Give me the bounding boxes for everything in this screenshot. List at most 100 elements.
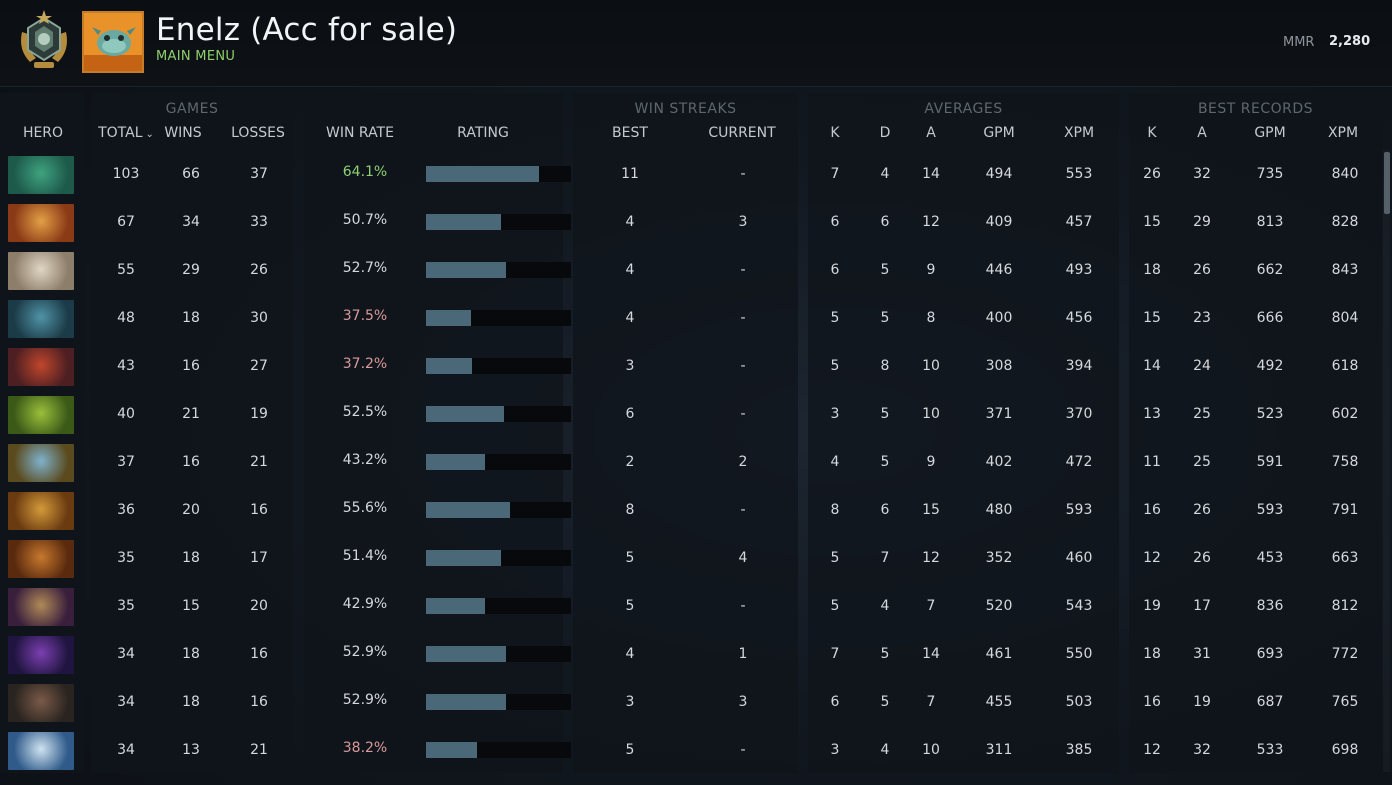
mmr-value: 2,280	[1329, 34, 1371, 49]
hero-portrait-icon-8[interactable]	[8, 492, 74, 530]
rating-bar-fill	[426, 406, 504, 422]
cell-best-streak: 11	[621, 166, 639, 182]
main-menu-link[interactable]: MAIN MENU	[156, 49, 236, 64]
table-row[interactable]: 103 66 37 64.1% 11 - 7 4 14 494 553 26 32 735 840	[0, 150, 1392, 198]
cell-avg-xpm: 593	[1065, 502, 1093, 518]
cell-avg-xpm: 456	[1065, 310, 1093, 326]
cell-best-xpm: 758	[1331, 454, 1359, 470]
hero-portrait-icon-3[interactable]	[8, 252, 74, 290]
player-avatar[interactable]	[82, 11, 144, 73]
cell-avg-xpm: 550	[1065, 646, 1093, 662]
hero-portrait-icon-12[interactable]	[8, 684, 74, 722]
rating-bar-fill	[426, 646, 506, 662]
mmr-label: MMR	[1283, 35, 1315, 50]
cell-best-gpm: 687	[1256, 694, 1284, 710]
table-row[interactable]: 43 16 27 37.2% 3 - 5 8 10 308 394 14 24 492 618	[0, 342, 1392, 390]
table-row[interactable]: 55 29 26 52.7% 4 - 6 5 9 446 493 18 26 662 843	[0, 246, 1392, 294]
cell-avg-xpm: 394	[1065, 358, 1093, 374]
cell-win-rate: 43.2%	[342, 452, 388, 468]
cell-best-kills: 15	[1143, 310, 1161, 326]
hero-portrait-icon-11[interactable]	[8, 636, 74, 674]
col-header-wins[interactable]: WINS	[164, 125, 202, 141]
rating-bar-track	[426, 166, 571, 182]
col-header-best-gpm[interactable]: GPM	[1254, 125, 1286, 141]
cell-win-rate: 37.5%	[342, 308, 388, 324]
cell-wins: 20	[182, 502, 200, 518]
cell-win-rate: 52.9%	[342, 644, 388, 660]
table-row[interactable]: 34 18 16 52.9% 4 1 7 5 14 461 550 18 31 693 772	[0, 630, 1392, 678]
cell-wins: 15	[182, 598, 200, 614]
cell-total: 34	[117, 742, 135, 758]
hero-portrait-icon-5[interactable]	[8, 348, 74, 386]
scrollbar-track[interactable]	[1383, 150, 1390, 772]
cell-best-gpm: 492	[1256, 358, 1284, 374]
hero-portrait-icon-7[interactable]	[8, 444, 74, 482]
col-header-avg-xpm[interactable]: XPM	[1063, 125, 1095, 141]
col-header-best-xpm[interactable]: XPM	[1327, 125, 1359, 141]
cell-best-xpm: 804	[1331, 310, 1359, 326]
cell-wins: 18	[182, 550, 200, 566]
cell-avg-kills: 7	[830, 646, 840, 662]
col-header-avg-kills[interactable]: K	[830, 125, 840, 141]
cell-best-xpm: 791	[1331, 502, 1359, 518]
cell-avg-gpm: 371	[985, 406, 1013, 422]
cell-avg-kills: 3	[830, 406, 840, 422]
rating-bar-track	[426, 358, 571, 374]
cell-best-gpm: 591	[1256, 454, 1284, 470]
col-header-avg-assists[interactable]: A	[926, 125, 936, 141]
cell-avg-gpm: 446	[985, 262, 1013, 278]
cell-best-streak: 3	[625, 358, 635, 374]
table-row[interactable]: 34 13 21 38.2% 5-3 4 10 311 385 12 32 533 698	[0, 726, 1392, 774]
cell-total: 34	[117, 694, 135, 710]
cell-avg-xpm: 543	[1065, 598, 1093, 614]
hero-portrait-icon-10[interactable]	[8, 588, 74, 626]
cell-wins: 16	[182, 358, 200, 374]
cell-losses: 37	[250, 166, 268, 182]
cell-avg-xpm: 472	[1065, 454, 1093, 470]
col-header-best-kills[interactable]: K	[1147, 125, 1157, 141]
rating-bar-track	[426, 310, 571, 326]
cell-losses: 21	[250, 742, 268, 758]
hero-portrait-icon-1[interactable]	[8, 156, 74, 194]
table-row[interactable]: 35 15 20 42.9% 5 - 5 4 7 520 543 19 17 836 812	[0, 582, 1392, 630]
cell-avg-gpm: 455	[985, 694, 1013, 710]
cell-best-assists: 17	[1193, 598, 1211, 614]
hero-portrait-icon-9[interactable]	[8, 540, 74, 578]
win-streaks-panel	[573, 93, 798, 773]
col-header-best-assists[interactable]: A	[1197, 125, 1207, 141]
col-header-best-streak[interactable]: BEST	[612, 125, 648, 141]
col-header-total[interactable]: TOTAL ⌄	[92, 125, 160, 141]
rating-bar-track	[426, 646, 571, 662]
cell-current-streak: -	[740, 598, 746, 614]
cell-avg-deaths: 5	[880, 406, 890, 422]
hero-portrait-icon-4[interactable]	[8, 300, 74, 338]
table-row[interactable]: 34 18 16 52.9% 3 3 6 5 7 455 503 16 19 687 765	[0, 678, 1392, 726]
col-header-current-streak[interactable]: CURRENT	[708, 125, 776, 141]
cell-avg-kills: 5	[830, 358, 840, 374]
hero-portrait-icon-13[interactable]	[8, 732, 74, 770]
cell-best-assists: 32	[1193, 166, 1211, 182]
cell-avg-deaths: 5	[880, 262, 890, 278]
table-row[interactable]: 37 16 21 43.2% 2 2 4 5 9 402 472 11 25 591 758	[0, 438, 1392, 486]
col-header-win-rate[interactable]: WIN RATE	[326, 125, 394, 141]
rank-medal-icon	[21, 10, 67, 68]
scrollbar-thumb[interactable]	[1384, 152, 1390, 214]
cell-best-assists: 19	[1193, 694, 1211, 710]
col-header-avg-deaths[interactable]: D	[879, 125, 891, 141]
table-row[interactable]: 35 18 17 51.4% 5 4 5 7 12 352 460 12 26 453 663	[0, 534, 1392, 582]
col-header-hero[interactable]: HERO	[22, 125, 64, 141]
table-row[interactable]: 67 34 33 50.7% 4 3 6 6 12 409 457 15 29 813 828	[0, 198, 1392, 246]
col-header-losses[interactable]: LOSSES	[231, 125, 285, 141]
table-row[interactable]: 40 21 19 52.5% 6 - 3 5 10 371 370 13 25 523 602	[0, 390, 1392, 438]
col-header-rating[interactable]: RATING	[457, 125, 509, 141]
cell-avg-kills: 6	[830, 694, 840, 710]
table-row[interactable]: 36 20 16 55.6% 8 - 8 6 15 480 593 16 26 593 791	[0, 486, 1392, 534]
hero-portrait-icon-6[interactable]	[8, 396, 74, 434]
col-header-avg-gpm[interactable]: GPM	[983, 125, 1015, 141]
cell-losses: 16	[250, 502, 268, 518]
cell-losses: 30	[250, 310, 268, 326]
cell-best-xpm: 843	[1331, 262, 1359, 278]
cell-avg-assists: 10	[922, 406, 940, 422]
table-row[interactable]: 48 18 30 37.5% 4 - 5 5 8 400 456 15 23 666 804	[0, 294, 1392, 342]
hero-portrait-icon-2[interactable]	[8, 204, 74, 242]
